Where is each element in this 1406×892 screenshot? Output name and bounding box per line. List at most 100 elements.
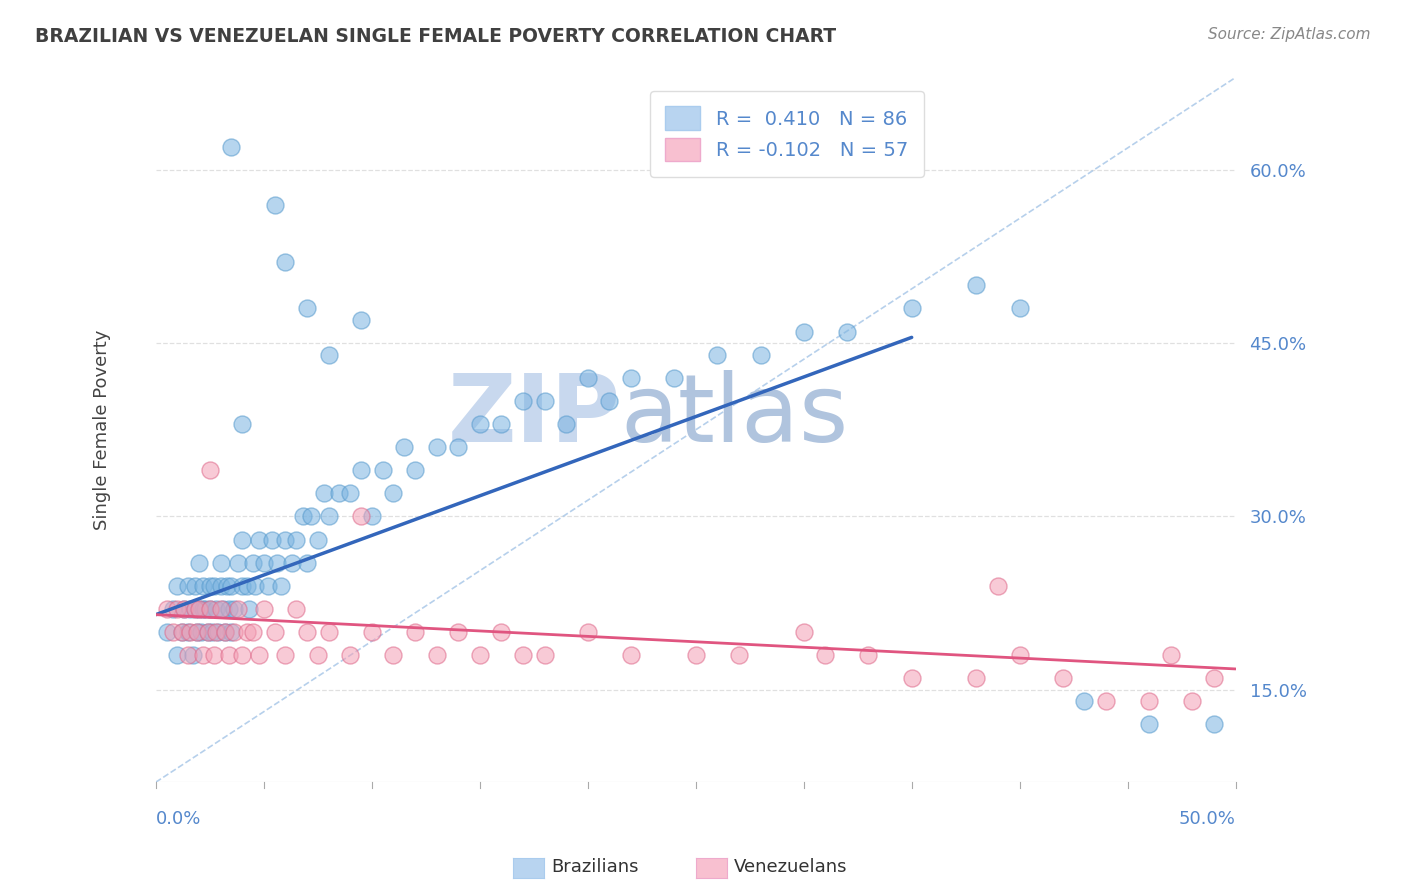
Point [620, 648, 643, 662]
Point [177, 624, 200, 639]
Point [221, 579, 243, 593]
Point [249, 648, 271, 662]
Point [295, 624, 318, 639]
Point [274, 533, 297, 547]
Point [1052, 671, 1074, 685]
Point [662, 371, 685, 385]
Point [222, 602, 245, 616]
Point [205, 602, 228, 616]
Point [162, 624, 184, 639]
Point [257, 579, 280, 593]
Point [173, 602, 195, 616]
Point [533, 648, 555, 662]
Point [214, 624, 236, 639]
Point [170, 624, 193, 639]
Point [1008, 648, 1031, 662]
Point [1073, 694, 1095, 708]
Point [198, 579, 221, 593]
Point [249, 533, 271, 547]
Point [242, 556, 264, 570]
Point [318, 624, 340, 639]
Point [214, 624, 236, 639]
Point [382, 648, 405, 662]
Point [197, 624, 219, 639]
Point [162, 602, 184, 616]
Point [194, 602, 217, 616]
Point [201, 624, 224, 639]
Point [188, 602, 211, 616]
Point [231, 417, 253, 431]
Point [900, 301, 922, 316]
Point [685, 648, 707, 662]
Point [198, 602, 221, 616]
Point [193, 602, 215, 616]
Point [243, 579, 266, 593]
Point [1181, 694, 1204, 708]
Point [166, 648, 188, 662]
Point [328, 486, 350, 500]
Point [238, 602, 260, 616]
Point [193, 579, 215, 593]
Point [318, 348, 340, 362]
Point [576, 371, 599, 385]
Point [183, 579, 205, 593]
Point [835, 325, 858, 339]
Point [231, 579, 253, 593]
Point [193, 648, 215, 662]
Point [205, 624, 228, 639]
Point [207, 624, 229, 639]
Point [966, 671, 988, 685]
Text: 0.0%: 0.0% [156, 810, 201, 828]
Point [221, 140, 243, 154]
Point [177, 648, 200, 662]
Point [231, 648, 253, 662]
Point [285, 533, 308, 547]
Point [339, 486, 361, 500]
Point [177, 579, 200, 593]
Point [188, 556, 211, 570]
Point [371, 463, 394, 477]
Point [360, 509, 382, 524]
Point [447, 440, 470, 454]
Point [209, 556, 232, 570]
Point [1202, 717, 1225, 731]
Point [900, 671, 922, 685]
Point [190, 624, 212, 639]
Point [468, 417, 491, 431]
Point [242, 624, 264, 639]
Point [350, 463, 373, 477]
Point [533, 393, 555, 408]
Point [728, 648, 751, 662]
Point [598, 393, 620, 408]
Point [253, 556, 276, 570]
Text: Source: ZipAtlas.com: Source: ZipAtlas.com [1208, 27, 1371, 42]
Point [291, 509, 314, 524]
Point [404, 463, 426, 477]
Point [307, 648, 329, 662]
Point [186, 624, 208, 639]
Point [202, 579, 225, 593]
Text: Single Female Poverty: Single Female Poverty [93, 330, 111, 530]
Point [339, 648, 361, 662]
Point [1202, 671, 1225, 685]
Point [179, 602, 201, 616]
Point [1160, 648, 1182, 662]
Point [235, 579, 257, 593]
Point [1137, 694, 1160, 708]
Point [217, 579, 239, 593]
Point [270, 579, 292, 593]
Point [814, 648, 837, 662]
Point [181, 648, 204, 662]
Point [749, 348, 772, 362]
Point [155, 624, 177, 639]
Point [197, 624, 219, 639]
Point [235, 624, 257, 639]
Point [706, 348, 728, 362]
Point [360, 624, 382, 639]
Point [262, 533, 284, 547]
Point [793, 325, 815, 339]
Point [173, 602, 195, 616]
Legend: R =  0.410   N = 86, R = -0.102   N = 57: R = 0.410 N = 86, R = -0.102 N = 57 [650, 91, 924, 177]
Point [198, 463, 221, 477]
Point [295, 301, 318, 316]
